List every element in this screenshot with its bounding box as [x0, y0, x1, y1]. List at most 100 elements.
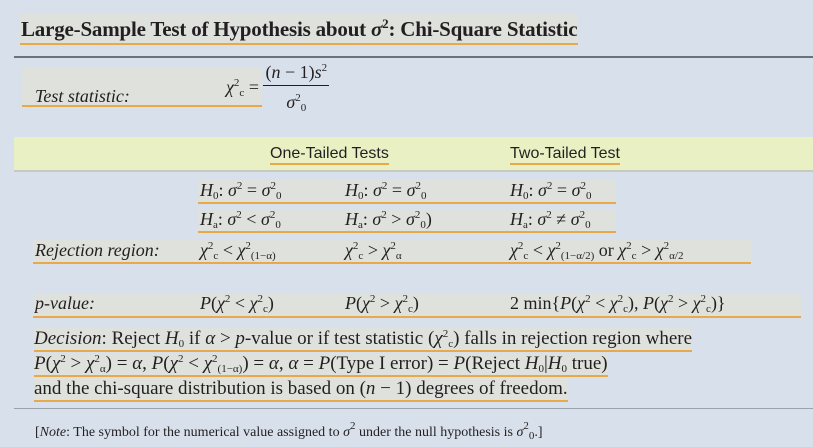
math-superscript: 2 — [257, 293, 264, 305]
math-text: < — [241, 209, 261, 229]
math-subscript: 0 — [420, 190, 427, 202]
math-text: 2 min{ — [510, 293, 561, 313]
math-text: : — [527, 209, 538, 229]
math-superscript: 2 — [390, 240, 396, 252]
math-superscript: 2 — [546, 209, 552, 221]
math-symbol: α — [268, 353, 279, 374]
math-symbol: Note — [39, 425, 67, 440]
math-symbol: P — [453, 353, 466, 374]
math-text: ( — [356, 293, 362, 313]
math-superscript: 2 — [207, 240, 214, 252]
math-text: = — [552, 180, 572, 200]
fraction: (n − 1)s2 σ20 — [263, 62, 330, 114]
math-symbol: P — [151, 353, 164, 374]
decision-line-2: P(χ2 > χ2α) = α, P(χ2 < χ2(1−α)) = α, α … — [34, 353, 608, 377]
math-subscript: (1−α/2) — [560, 250, 595, 262]
math-text: < — [218, 240, 238, 260]
test-statistic-highlight — [22, 68, 262, 107]
math-text: ( — [211, 293, 217, 313]
math-subscript: c — [523, 250, 529, 262]
math-text: > — [375, 293, 395, 313]
math-text: and the chi-square distribution is based… — [34, 378, 366, 399]
math-symbol: H — [510, 180, 523, 200]
math-text: under the null hypothesis is — [355, 425, 517, 440]
math-text: : — [363, 180, 374, 200]
math-text: : — [528, 180, 539, 200]
decision-line-1: Decision: Reject H0 if α > p-value or if… — [34, 328, 693, 352]
math-text: = — [387, 180, 407, 200]
math-text: : Reject — [101, 328, 165, 349]
math-text: ( — [163, 353, 170, 374]
math-text: : — [217, 209, 228, 229]
math-text: if — [184, 328, 206, 349]
math-symbol: χ — [249, 293, 258, 313]
math-superscript: 2 — [60, 353, 66, 365]
math-superscript: 2 — [585, 293, 591, 305]
math-text: − 1) degrees of freedom. — [375, 378, 568, 399]
math-symbol: χ — [394, 293, 403, 313]
math-subscript: 0 — [585, 219, 591, 231]
math-text: .] — [534, 425, 543, 440]
math-superscript: 2 — [269, 209, 276, 221]
math-symbol: σ — [516, 425, 524, 440]
math-symbol: P — [345, 293, 356, 313]
math-text: (Type I error) = — [330, 353, 454, 374]
math-symbol: χ — [382, 240, 391, 260]
math-superscript: 2 — [442, 328, 449, 340]
math-subscript: 0 — [213, 190, 219, 202]
column-header-one-tailed: One-Tailed Tests — [270, 145, 389, 165]
math-superscript: 2 — [212, 353, 218, 365]
math-superscript: 2 — [245, 240, 251, 252]
math-subscript: c — [631, 250, 637, 262]
math-text: or — [594, 240, 619, 260]
math-symbol: α — [205, 328, 216, 349]
math-symbol: χ — [660, 293, 668, 313]
pvalue-one-tailed-lower: P(χ2 < χ2c) — [200, 293, 274, 315]
pvalue-label: p-value: — [35, 293, 95, 313]
math-subscript: α — [99, 363, 106, 375]
math-symbol: χ — [86, 353, 95, 374]
math-subscript: 0 — [178, 338, 185, 350]
math-symbol: χ — [609, 293, 618, 313]
math-subscript: c — [623, 303, 629, 315]
math-text: [ — [35, 425, 40, 440]
math-subscript: 0 — [523, 190, 529, 202]
math-superscript: 2 — [381, 180, 388, 192]
math-superscript: 2 — [270, 180, 276, 192]
math-superscript: 2 — [414, 209, 421, 221]
rejection-one-tailed-lower: χ2c < χ2(1−α) — [200, 240, 276, 262]
math-subscript: c — [706, 303, 711, 315]
rejection-row-highlight — [33, 240, 751, 264]
math-symbol: H — [510, 209, 523, 229]
math-symbol: σ — [227, 209, 237, 229]
math-text: ), — [628, 293, 644, 313]
math-subscript: a — [523, 219, 528, 231]
math-symbol: σ — [537, 209, 547, 229]
note-divider — [14, 408, 813, 409]
math-text: − 1) — [280, 62, 315, 82]
math-superscript: 2 — [236, 209, 242, 221]
math-text: ( — [265, 62, 272, 82]
math-symbol: σ — [343, 425, 350, 440]
math-text: , — [142, 353, 152, 374]
math-subscript: c — [263, 303, 268, 315]
math-symbol: χ — [362, 293, 370, 313]
math-superscript: 2 — [233, 77, 240, 89]
math-subscript: c — [358, 250, 364, 262]
fraction-numerator: (n − 1)s2 — [263, 62, 330, 86]
rejection-one-tailed-upper: χ2c > χ2α — [345, 240, 402, 262]
math-symbol: H — [345, 180, 358, 200]
math-superscript: 2 — [700, 293, 707, 305]
math-symbol: χ — [237, 240, 246, 260]
math-symbol: χ — [692, 293, 701, 313]
math-symbol: χ — [655, 240, 664, 260]
math-subscript: a — [358, 219, 363, 231]
ha-one-tailed-upper: Ha: σ2 > σ20) — [345, 209, 432, 231]
math-text: < — [590, 293, 610, 313]
pvalue-row-highlight — [33, 294, 801, 318]
math-text: ( — [45, 353, 52, 374]
math-symbol: p — [235, 328, 245, 349]
math-superscript: 2 — [523, 420, 529, 432]
math-text: < — [528, 240, 548, 260]
math-text: ≠ — [551, 209, 571, 229]
